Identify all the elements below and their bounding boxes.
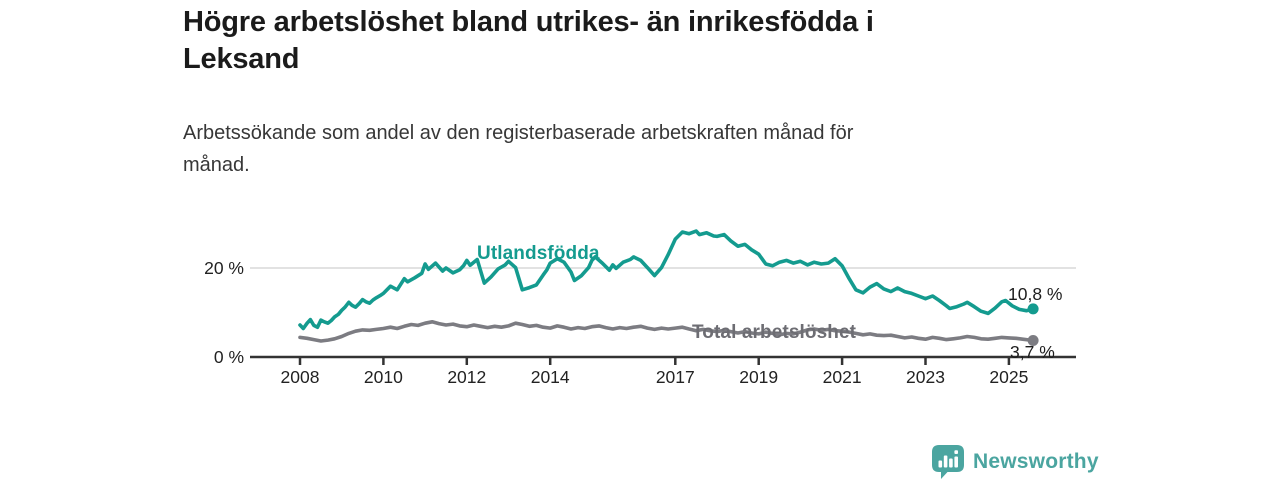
series-label-utlandsfodda: Utlandsfödda xyxy=(477,243,600,264)
x-axis-tick-label: 2023 xyxy=(906,367,945,387)
x-axis-tick-label: 2019 xyxy=(739,367,779,387)
x-axis-tick-label: 2012 xyxy=(447,367,487,387)
newsworthy-brand: Newsworthy xyxy=(932,445,1099,479)
brand-name: Newsworthy xyxy=(973,450,1099,473)
series-label-total-arbetsloshet: Total arbetslöshet xyxy=(692,322,857,343)
end-value-label-utlandsfodda: 10,8 % xyxy=(1008,284,1063,304)
x-axis-tick-label: 2010 xyxy=(363,367,403,387)
x-axis-tick-label: 2014 xyxy=(530,367,570,387)
series-line-1 xyxy=(298,319,1035,343)
x-axis-tick-label: 2017 xyxy=(655,367,695,387)
x-axis-tick-label: 2008 xyxy=(280,367,320,387)
chart-subtitle: Arbetssökande som andel av den registerb… xyxy=(183,122,854,177)
x-axis-tick-label: 2021 xyxy=(822,367,862,387)
series-line-0 xyxy=(298,229,1035,331)
series-end-dot-0 xyxy=(1027,303,1039,315)
y-axis-tick-label: 20 % xyxy=(204,258,244,278)
chart-title: Högre arbetslöshet bland utrikes- än inr… xyxy=(183,6,874,76)
end-value-label-total: 3,7 % xyxy=(1010,342,1055,362)
bar-chart-speech-bubble-icon xyxy=(932,445,964,479)
y-axis-tick-label: 0 % xyxy=(213,347,244,367)
x-axis-tick-label: 2025 xyxy=(989,367,1029,387)
